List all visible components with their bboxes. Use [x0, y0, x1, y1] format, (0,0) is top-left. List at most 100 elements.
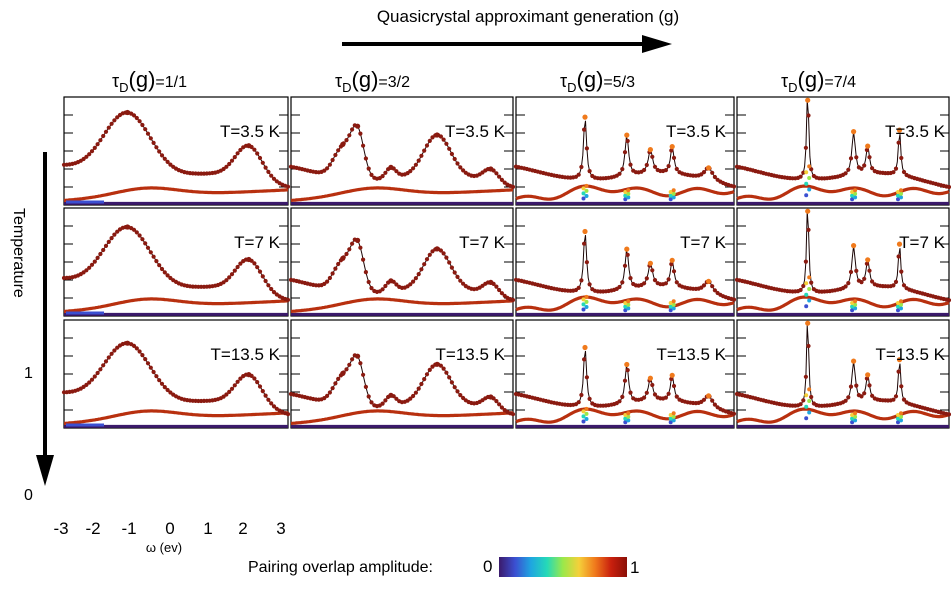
spectrum-point: [579, 278, 584, 283]
spectrum-point: [101, 133, 106, 139]
spectrum-point: [358, 361, 363, 366]
spectrum-point: [159, 266, 165, 272]
peak-point: [647, 260, 654, 266]
pairing-peak-point: [804, 170, 809, 175]
pairing-peak-point: [804, 193, 809, 198]
spectrum-point: [145, 361, 151, 366]
spectrum-point: [408, 282, 413, 287]
spectrum-point: [896, 140, 901, 145]
spectrum-point: [347, 362, 352, 367]
x-tick-label: 0: [165, 519, 174, 538]
spectrum-point: [263, 165, 268, 170]
spectrum-point: [143, 241, 148, 246]
spectrum-point: [327, 275, 332, 281]
spectrum-point: [896, 369, 901, 374]
peak-point: [669, 144, 675, 150]
spectrum-point: [893, 166, 899, 171]
panel-r2-c4: T=7 K: [734, 207, 951, 317]
spectrum-point: [427, 138, 432, 143]
pairing-peak-point: [584, 299, 589, 304]
pairing-peak-point: [626, 195, 631, 200]
spectrum-point: [257, 384, 263, 389]
spectrum-point: [870, 166, 875, 171]
spectrum-point: [494, 171, 499, 176]
spectrum-point: [864, 376, 870, 381]
pairing-series: [736, 407, 950, 424]
spectrum-point: [271, 176, 277, 181]
pairing-peak-point: [899, 302, 903, 307]
spectrum-point: [87, 265, 92, 270]
spectrum-point: [803, 259, 809, 264]
panel-r2-c1: T=7 K: [61, 207, 291, 317]
spectrum-point: [416, 158, 421, 163]
pairing-peak-point: [584, 406, 589, 411]
peak-point: [706, 278, 712, 284]
spectrum-point: [452, 270, 457, 275]
spectrum-point: [333, 381, 338, 386]
spectrum-point: [84, 268, 89, 273]
spectrum-point: [369, 286, 374, 291]
spectrum-point: [438, 363, 443, 368]
pairing-peak-point: [804, 181, 809, 186]
spectrum-point: [143, 127, 148, 132]
spectrum-point: [864, 261, 870, 266]
pairing-peak-point: [623, 197, 628, 202]
spectrum-point: [109, 121, 114, 126]
panel-r1-c2: T=3.5 K: [288, 96, 516, 206]
spectrum-point: [710, 398, 715, 403]
spectrum-point: [946, 412, 951, 417]
spectrum-point: [666, 277, 671, 282]
spectrum-point: [257, 269, 263, 274]
spectrum-point: [864, 147, 870, 153]
spectrum-point: [424, 143, 430, 148]
peak-point: [805, 320, 811, 326]
spectrum-point: [106, 239, 111, 244]
colorbar-gradient: [499, 557, 627, 577]
spectrum-point: [663, 168, 669, 173]
spectrum-point: [893, 394, 899, 399]
pairing-peak-point: [581, 196, 586, 201]
pairing-peak-point: [668, 308, 673, 313]
column-title-1: τD(g)=1/1: [112, 67, 187, 95]
spectrum-point: [363, 384, 368, 389]
spectrum-point: [148, 136, 153, 141]
spectrum-point: [510, 297, 516, 303]
spectrum-point: [620, 167, 625, 172]
pairing-peak-point: [899, 191, 903, 196]
spectrum-point: [803, 374, 809, 379]
spectrum-point: [260, 389, 265, 394]
panel-r2-c3: T=7 K: [513, 207, 737, 317]
spectrum-point: [322, 168, 327, 173]
spectrum-point: [862, 391, 867, 396]
spectrum-point: [419, 381, 424, 387]
spectrum-point: [154, 259, 159, 264]
pairing-series: [290, 297, 513, 313]
spectrum-point: [416, 386, 421, 391]
pairing-peak-point: [671, 195, 676, 200]
spectrum-point: [336, 148, 341, 153]
spectrum-point: [582, 241, 587, 246]
spectrum-point: [229, 386, 235, 391]
spectrum-point: [452, 156, 457, 162]
spectrum-point: [582, 357, 587, 362]
pairing-peak-point: [671, 299, 676, 304]
pairing-peak-point: [668, 416, 673, 421]
spectrum-point: [444, 255, 449, 260]
peak-point: [124, 109, 131, 116]
spectrum-point: [671, 383, 677, 389]
pairing-peak-point: [853, 418, 858, 423]
spectrum-point: [165, 387, 170, 393]
pairing-peak-point: [668, 304, 673, 309]
peak-point: [488, 279, 494, 285]
spectrum-point: [103, 129, 109, 134]
spectrum-point: [848, 384, 854, 389]
spectrum-point: [617, 399, 622, 404]
pairing-series: [515, 407, 735, 424]
spectrum-point: [579, 392, 584, 398]
peak-point: [124, 340, 131, 346]
x-tick-label: -3: [53, 519, 68, 538]
spectrum-point: [327, 390, 332, 395]
x-tick-label: 1: [203, 519, 212, 538]
spectrum-point: [369, 400, 374, 405]
